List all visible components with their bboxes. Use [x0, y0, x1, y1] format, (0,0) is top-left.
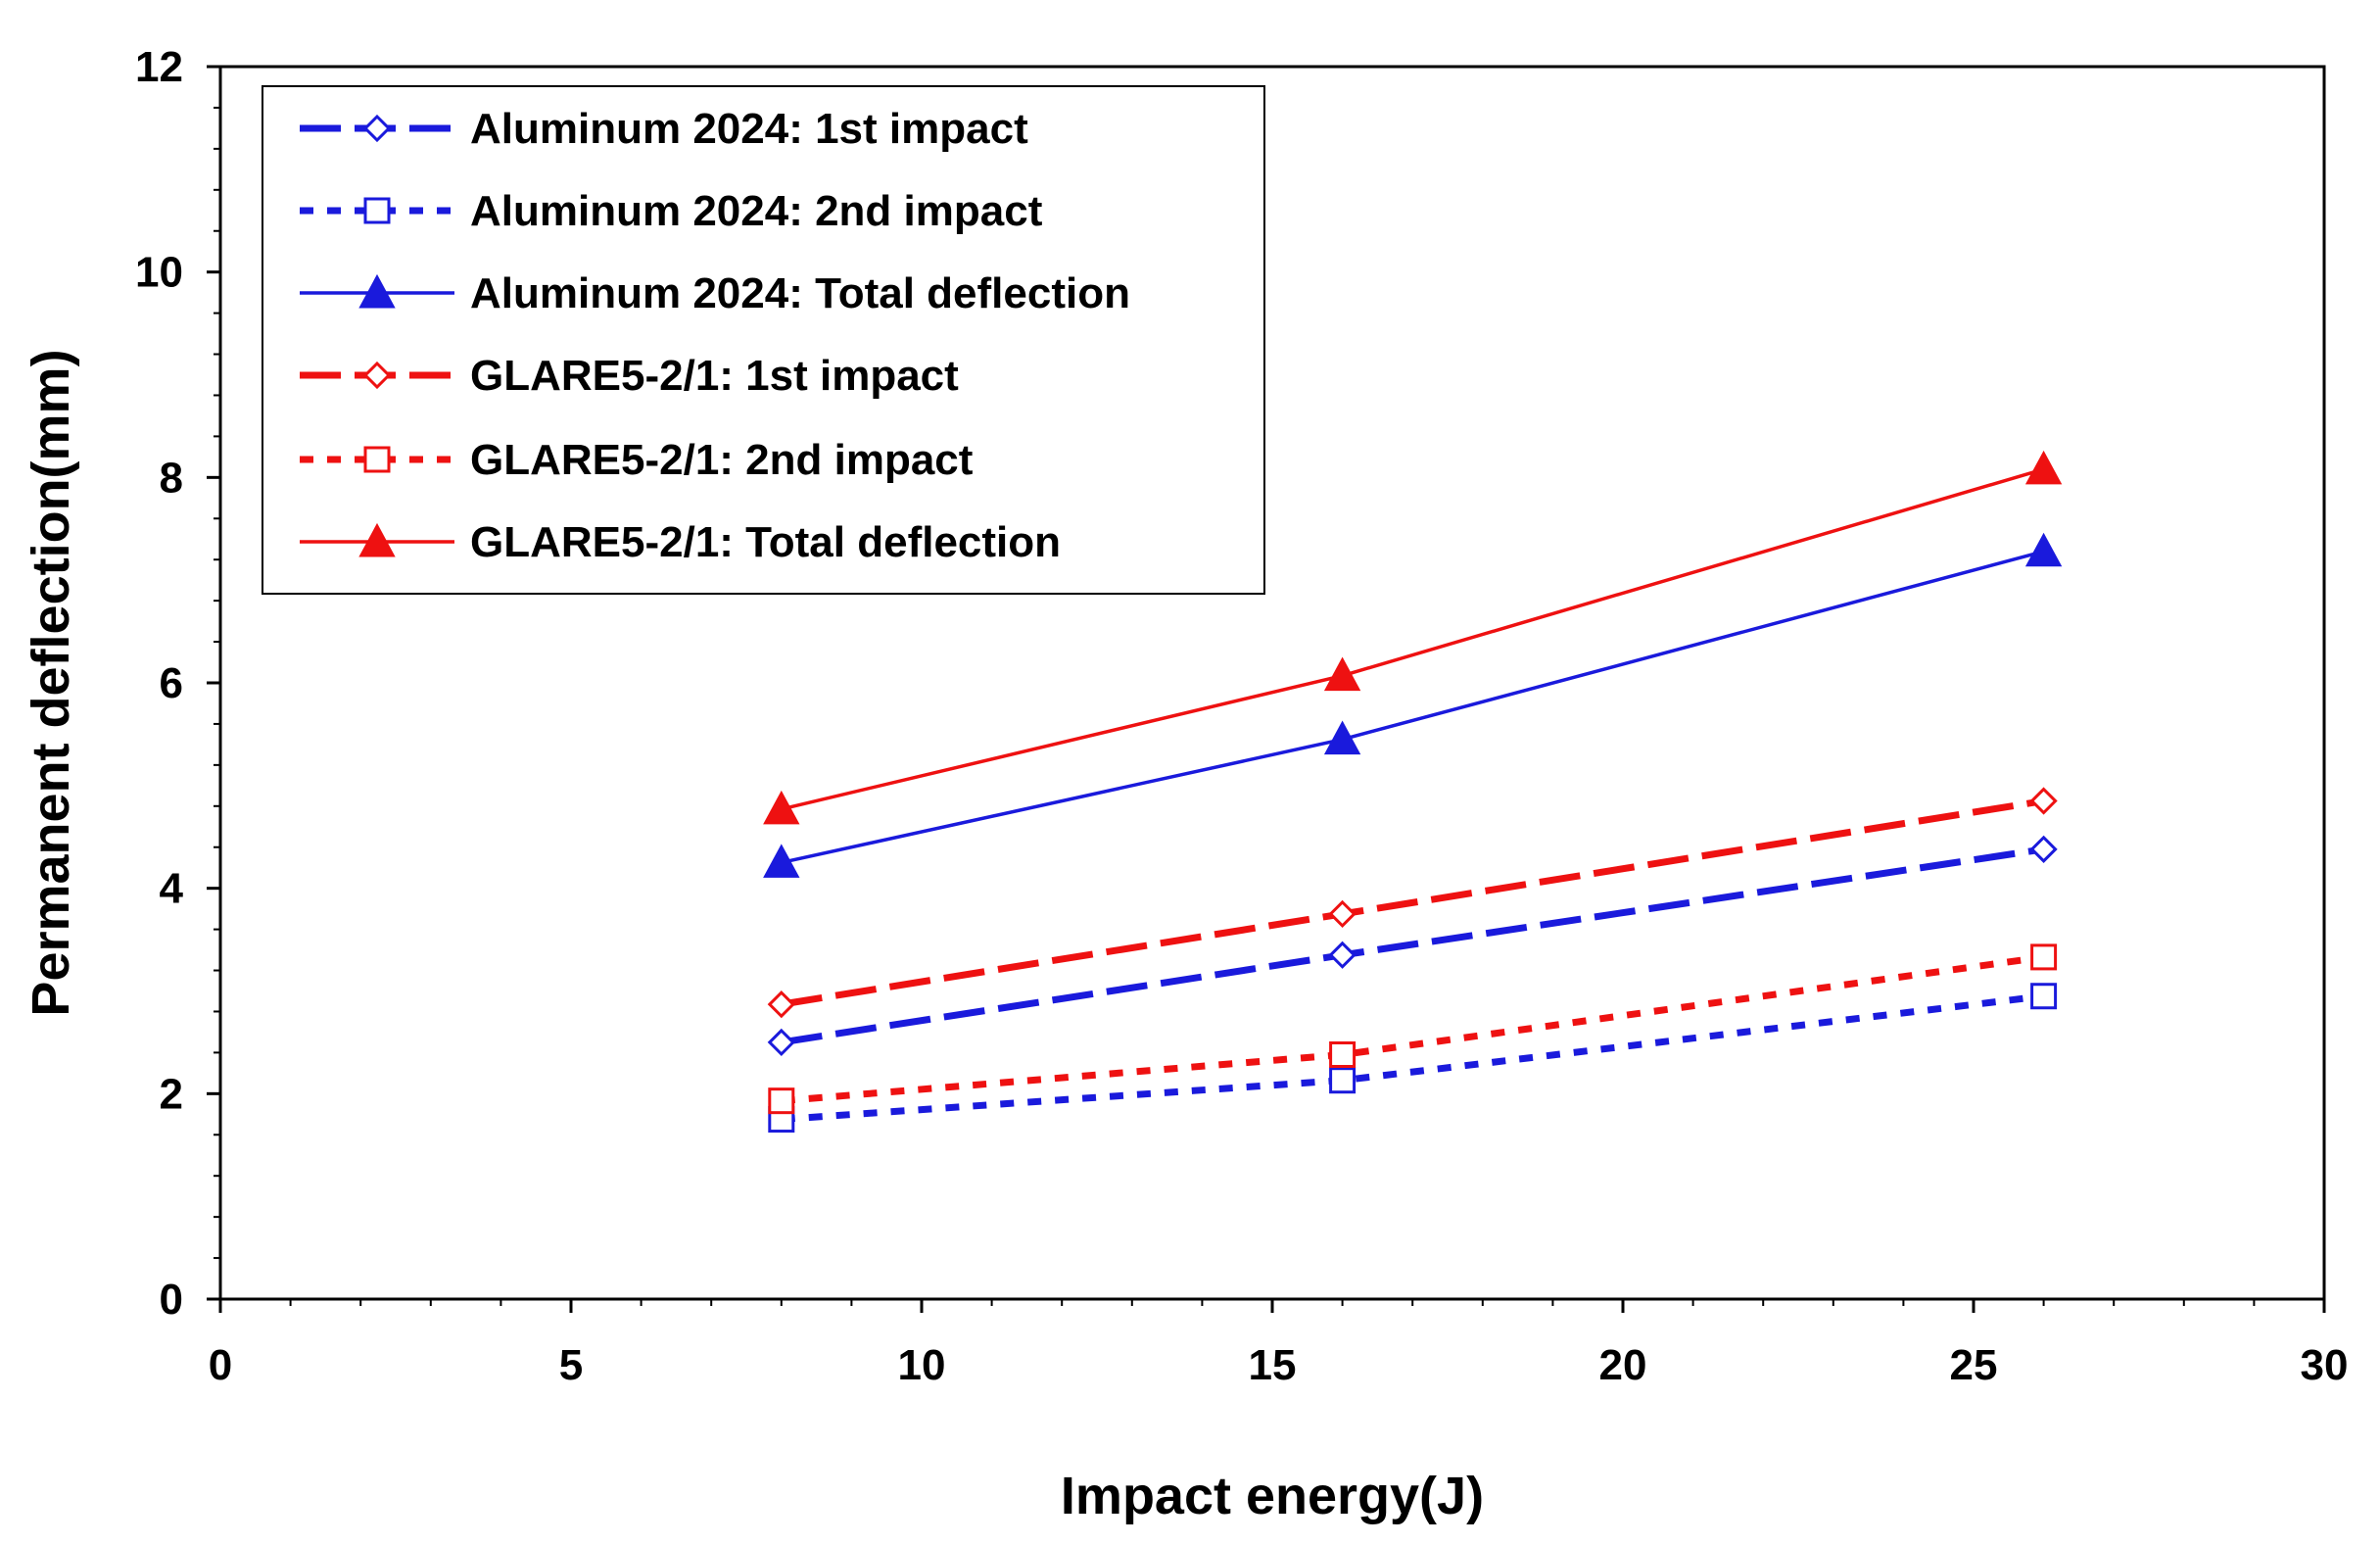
series-3: [767, 787, 2058, 1019]
data-point: [2030, 983, 2058, 1010]
data-point: [2029, 835, 2058, 863]
data-point: [1328, 899, 1357, 928]
legend-label: Aluminum 2024: 1st impact: [470, 105, 1028, 153]
legend-item: GLARE5-2/1: 1st impact: [300, 352, 959, 400]
legend-marker: [363, 197, 391, 224]
data-point: [1328, 941, 1357, 969]
series-2: [763, 532, 2063, 878]
data-point: [1329, 1067, 1357, 1094]
x-tick-label: 30: [2301, 1341, 2349, 1389]
x-tick-label: 10: [898, 1341, 946, 1389]
legend: Aluminum 2024: 1st impact Aluminum 2024: …: [262, 85, 1265, 595]
legend-item: Aluminum 2024: 1st impact: [300, 105, 1028, 153]
legend-box: [262, 85, 1265, 595]
data-point: [2024, 532, 2063, 567]
data-point: [2030, 943, 2058, 971]
x-tick-label: 20: [1599, 1341, 1647, 1389]
legend-item: Aluminum 2024: 2nd impact: [300, 187, 1043, 235]
x-tick-label: 5: [559, 1341, 583, 1389]
y-tick-label: 12: [135, 43, 183, 91]
legend-marker: [358, 522, 396, 557]
series-1: [768, 983, 2058, 1134]
legend-label: Aluminum 2024: Total deflection: [470, 269, 1130, 317]
data-point: [1323, 656, 1361, 692]
data-point: [768, 1087, 795, 1115]
y-tick-label: 0: [160, 1276, 183, 1324]
y-tick-label: 6: [160, 659, 183, 707]
y-tick-label: 2: [160, 1070, 183, 1118]
legend-item: GLARE5-2/1: 2nd impact: [300, 436, 974, 484]
data-point: [763, 844, 800, 878]
y-tick-label: 10: [135, 249, 183, 297]
legend-label: Aluminum 2024: 2nd impact: [470, 187, 1043, 235]
data-point: [2029, 787, 2058, 815]
data-point: [2024, 450, 2063, 485]
x-tick-label: 0: [209, 1341, 232, 1389]
x-tick-label: 25: [1950, 1341, 1998, 1389]
legend-marker: [362, 361, 392, 390]
legend-marker: [363, 446, 391, 473]
legend-item: GLARE5-2/1: Total deflection: [300, 518, 1061, 566]
series-4: [768, 943, 2058, 1115]
legend-marker: [362, 114, 392, 143]
data-point: [767, 1028, 795, 1057]
y-tick-label: 8: [160, 454, 183, 502]
legend-label: GLARE5-2/1: 1st impact: [470, 352, 959, 400]
legend-marker: [358, 273, 396, 309]
series-5: [763, 450, 2063, 825]
x-tick-label: 15: [1249, 1341, 1297, 1389]
data-point: [767, 990, 795, 1019]
axis-ticks: 0 2 4 6 8 10 12 0 5 10 15 20 25 30: [135, 43, 2348, 1389]
data-point: [1323, 720, 1361, 755]
legend-label: GLARE5-2/1: 2nd impact: [470, 436, 974, 484]
y-tick-label: 4: [160, 865, 184, 913]
series-layer: [763, 450, 2063, 1134]
x-axis-title: Impact energy(J): [1061, 1467, 1484, 1525]
legend-label: GLARE5-2/1: Total deflection: [470, 518, 1061, 566]
series-0: [767, 835, 2058, 1057]
legend-item: Aluminum 2024: Total deflection: [300, 269, 1130, 317]
y-axis-title: Permanent deflection(mm): [22, 349, 80, 1016]
data-point: [1329, 1040, 1357, 1068]
data-point: [763, 790, 800, 825]
